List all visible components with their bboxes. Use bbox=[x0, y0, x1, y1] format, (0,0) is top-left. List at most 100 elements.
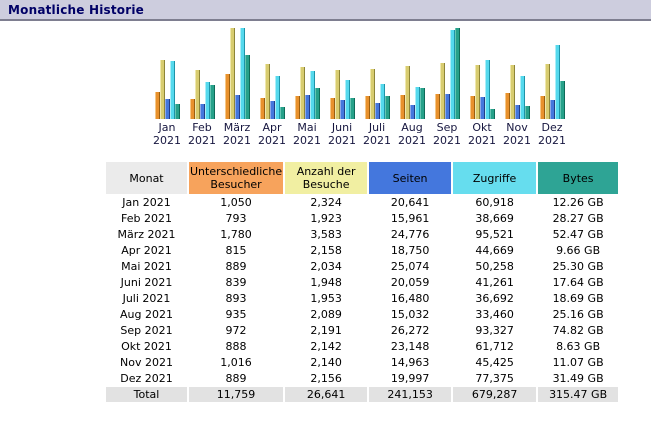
x-axis-label: Juli 2021 bbox=[363, 121, 391, 147]
bytes-bar bbox=[385, 96, 390, 119]
value-cell: 20,641 bbox=[390, 196, 430, 209]
value-cell: 25.30 GB bbox=[552, 260, 604, 273]
value-cell: 25.16 GB bbox=[552, 308, 604, 321]
value-cell: 1,050 bbox=[220, 196, 252, 209]
month-cell: Sep 2021 bbox=[120, 324, 173, 337]
value-cell: 14,963 bbox=[390, 356, 430, 369]
value-cell: 2,140 bbox=[310, 356, 342, 369]
hits-bar bbox=[555, 45, 560, 119]
value-cell: 679,287 bbox=[453, 387, 537, 402]
value-cell: 74.82 GB bbox=[552, 324, 604, 337]
table-row: Juli 2021 893 1,953 16,480 36,692 18.69 GB bbox=[106, 291, 618, 306]
hits-bar bbox=[415, 87, 420, 119]
table-row: Nov 2021 1,016 2,140 14,963 45,425 11.07 GB bbox=[106, 355, 618, 370]
month-cell: Dez 2021 bbox=[120, 372, 173, 385]
bytes-bar bbox=[210, 85, 215, 119]
page-title: Monatliche Historie bbox=[8, 2, 145, 17]
value-cell: 16,480 bbox=[390, 292, 430, 305]
value-cell: 315.47 GB bbox=[538, 387, 619, 402]
hits-bar bbox=[380, 84, 385, 119]
value-cell: 2,158 bbox=[310, 244, 342, 257]
monthly-history-chart bbox=[0, 21, 651, 119]
visitors-bar bbox=[505, 93, 510, 119]
value-cell: 26,272 bbox=[390, 324, 430, 337]
visitors-bar bbox=[295, 96, 300, 119]
pages-bar bbox=[375, 103, 380, 119]
bytes-bar bbox=[175, 104, 180, 119]
visits-bar bbox=[335, 70, 340, 119]
visitors-bar bbox=[155, 92, 160, 119]
bytes-bar bbox=[420, 88, 425, 119]
bar-group bbox=[330, 70, 355, 119]
visitors-bar bbox=[260, 98, 265, 119]
month-cell: Total bbox=[106, 387, 187, 402]
bytes-bar bbox=[525, 106, 530, 119]
value-cell: 60,918 bbox=[475, 196, 514, 209]
x-axis-label: Okt 2021 bbox=[468, 121, 496, 147]
value-cell: 18.69 GB bbox=[552, 292, 604, 305]
column-header: Bytes bbox=[538, 162, 619, 194]
pages-bar bbox=[165, 99, 170, 119]
hits-bar bbox=[345, 80, 350, 119]
bar-group bbox=[540, 45, 565, 119]
hits-bar bbox=[450, 30, 455, 119]
pages-bar bbox=[235, 95, 240, 119]
column-header: Monat bbox=[106, 162, 187, 194]
value-cell: 3,583 bbox=[310, 228, 342, 241]
table-row: Aug 2021 935 2,089 15,032 33,460 25.16 GB bbox=[106, 307, 618, 322]
value-cell: 93,327 bbox=[475, 324, 514, 337]
bar-group bbox=[505, 65, 530, 119]
value-cell: 1,948 bbox=[310, 276, 342, 289]
value-cell: 1,953 bbox=[310, 292, 342, 305]
value-cell: 15,032 bbox=[390, 308, 430, 321]
month-cell: März 2021 bbox=[117, 228, 176, 241]
table-row: Feb 2021 793 1,923 15,961 38,669 28.27 GB bbox=[106, 211, 618, 226]
bar-group bbox=[155, 60, 180, 119]
x-axis-label: Nov 2021 bbox=[503, 121, 531, 147]
value-cell: 45,425 bbox=[475, 356, 514, 369]
pages-bar bbox=[445, 94, 450, 119]
value-cell: 2,034 bbox=[310, 260, 342, 273]
visitors-bar bbox=[470, 96, 475, 119]
bar-group bbox=[400, 66, 425, 119]
month-cell: Feb 2021 bbox=[121, 212, 172, 225]
pages-bar bbox=[200, 104, 205, 119]
x-axis-label: Sep 2021 bbox=[433, 121, 461, 147]
pages-bar bbox=[340, 100, 345, 119]
value-cell: 1,016 bbox=[220, 356, 252, 369]
column-header: Anzahl der Besuche bbox=[285, 162, 368, 194]
value-cell: 241,153 bbox=[369, 387, 452, 402]
value-cell: 2,142 bbox=[310, 340, 342, 353]
value-cell: 61,712 bbox=[475, 340, 514, 353]
table-total-row: Total 11,759 26,641 241,153 679,287 315.47 GB bbox=[106, 387, 619, 402]
pages-bar bbox=[270, 101, 275, 119]
x-axis-label: Mai 2021 bbox=[293, 121, 321, 147]
monthly-history-table: Monat Unterschiedliche Besucher Anzahl der… bbox=[104, 161, 620, 403]
section-header-bar: Monatliche Historie bbox=[0, 0, 651, 21]
month-cell: Nov 2021 bbox=[120, 356, 173, 369]
value-cell: 1,780 bbox=[220, 228, 252, 241]
bar-group bbox=[435, 28, 460, 119]
month-cell: Juli 2021 bbox=[122, 292, 171, 305]
visitors-bar bbox=[540, 96, 545, 119]
bytes-bar bbox=[245, 55, 250, 119]
table-row: Mai 2021 889 2,034 25,074 50,258 25.30 GB bbox=[106, 259, 618, 274]
table-row: Apr 2021 815 2,158 18,750 44,669 9.66 GB bbox=[106, 243, 618, 258]
value-cell: 28.27 GB bbox=[552, 212, 604, 225]
table-row: Juni 2021 839 1,948 20,059 41,261 17.64 GB bbox=[106, 275, 618, 290]
column-header: Unterschiedliche Besucher bbox=[189, 162, 284, 194]
table-row: Jan 2021 1,050 2,324 20,641 60,918 12.26 GB bbox=[106, 195, 618, 210]
visits-bar bbox=[475, 65, 480, 119]
value-cell: 31.49 GB bbox=[552, 372, 604, 385]
value-cell: 26,641 bbox=[285, 387, 368, 402]
table-body: Jan 2021 1,050 2,324 20,641 60,918 12.26 GB Fe… bbox=[106, 195, 619, 402]
chart-x-axis-labels: Jan 2021 Feb 2021 März 2021 Apr 2021 Mai 2021 Juni… bbox=[0, 121, 651, 149]
x-axis-label: Juni 2021 bbox=[328, 121, 356, 147]
hits-bar bbox=[240, 28, 245, 119]
value-cell: 8.63 GB bbox=[556, 340, 601, 353]
value-cell: 972 bbox=[225, 324, 247, 337]
visits-bar bbox=[195, 70, 200, 119]
bar-group bbox=[365, 69, 390, 119]
value-cell: 889 bbox=[225, 372, 247, 385]
visits-bar bbox=[370, 69, 375, 119]
